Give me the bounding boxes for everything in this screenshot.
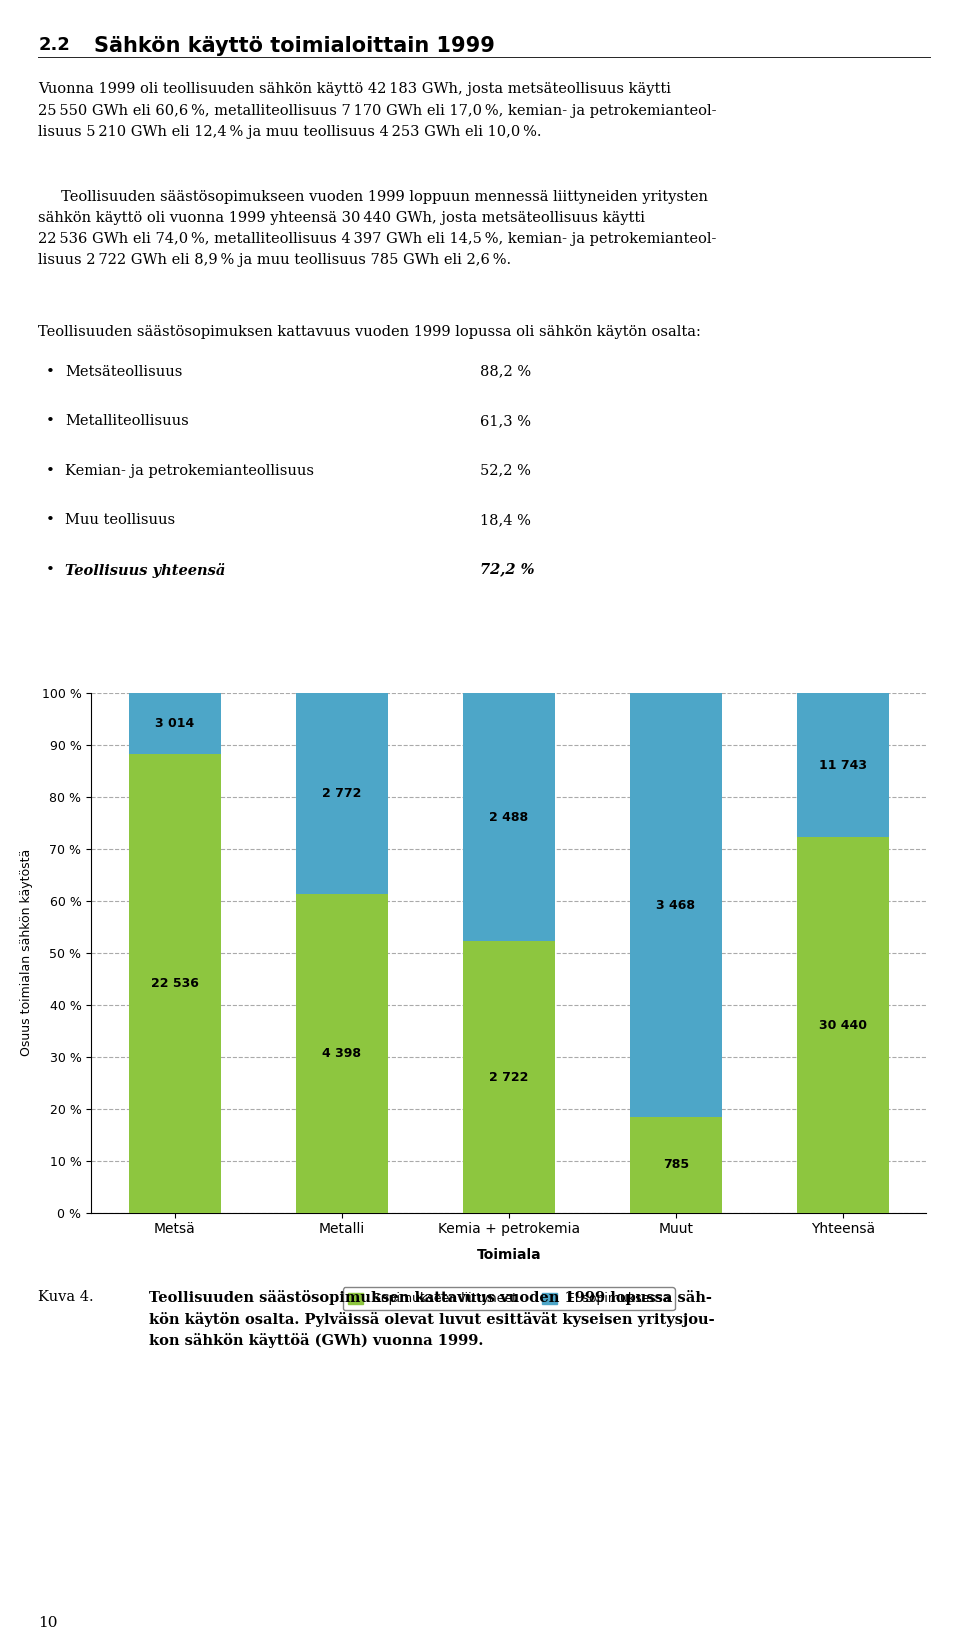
Text: 11 743: 11 743 [819, 759, 867, 772]
Bar [129, 693, 221, 754]
Bar [463, 942, 555, 1213]
X-axis label: Toimiala: Toimiala [476, 1247, 541, 1262]
Text: 2 722: 2 722 [489, 1071, 529, 1084]
Text: 3 468: 3 468 [657, 899, 695, 911]
Text: Vuonna 1999 oli teollisuuden sähkön käyttö 42 183 GWh, josta metsäteollisuus käy: Vuonna 1999 oli teollisuuden sähkön käyt… [38, 82, 717, 139]
Text: •: • [46, 513, 55, 526]
Text: 88,2 %: 88,2 % [480, 365, 531, 378]
Text: •: • [46, 464, 55, 477]
Text: 2 772: 2 772 [322, 787, 362, 800]
Text: Metalliteollisuus: Metalliteollisuus [65, 414, 189, 427]
Text: Teollisuuden säästösopimuksen kattavuus vuoden 1999 lopussa säh-
kön käytön osal: Teollisuuden säästösopimuksen kattavuus … [149, 1290, 714, 1348]
Text: Teollisuuden säästösopimukseen vuoden 1999 loppuun mennessä liittyneiden yrityst: Teollisuuden säästösopimukseen vuoden 19… [38, 190, 717, 267]
Bar [463, 693, 555, 942]
Text: 3 014: 3 014 [156, 718, 194, 731]
Text: 52,2 %: 52,2 % [480, 464, 531, 477]
Text: 18,4 %: 18,4 % [480, 513, 531, 526]
Text: Teollisuus yhteensä: Teollisuus yhteensä [65, 563, 226, 578]
Bar [129, 754, 221, 1213]
Text: Metsäteollisuus: Metsäteollisuus [65, 365, 182, 378]
Text: 61,3 %: 61,3 % [480, 414, 531, 427]
Text: Teollisuuden säästösopimuksen kattavuus vuoden 1999 lopussa oli sähkön käytön os: Teollisuuden säästösopimuksen kattavuus … [38, 325, 701, 338]
Bar [797, 693, 889, 838]
Bar [296, 894, 388, 1213]
Y-axis label: Osuus toimialan sähkön käytöstä: Osuus toimialan sähkön käytöstä [20, 850, 34, 1056]
Text: 22 536: 22 536 [151, 977, 199, 990]
Bar [797, 838, 889, 1213]
Text: •: • [46, 365, 55, 378]
Text: 785: 785 [662, 1158, 689, 1172]
Text: Kuva 4.: Kuva 4. [38, 1290, 94, 1304]
Bar [630, 1117, 722, 1213]
Text: 10: 10 [38, 1617, 58, 1630]
Text: 4 398: 4 398 [323, 1048, 361, 1059]
Text: •: • [46, 414, 55, 427]
Text: Sähkön käyttö toimialoittain 1999: Sähkön käyttö toimialoittain 1999 [94, 36, 495, 56]
Text: 2 488: 2 488 [490, 810, 528, 823]
Bar [296, 693, 388, 894]
Bar [630, 693, 722, 1117]
Text: 30 440: 30 440 [819, 1018, 867, 1031]
Text: Muu teollisuus: Muu teollisuus [65, 513, 176, 526]
Text: 72,2 %: 72,2 % [480, 563, 535, 576]
Legend: Sopimukseen liittyneet, Ei sopimuksessa: Sopimukseen liittyneet, Ei sopimuksessa [343, 1287, 675, 1310]
Text: 2.2: 2.2 [38, 36, 70, 54]
Text: •: • [46, 563, 55, 576]
Text: Kemian- ja petrokemianteollisuus: Kemian- ja petrokemianteollisuus [65, 464, 314, 477]
